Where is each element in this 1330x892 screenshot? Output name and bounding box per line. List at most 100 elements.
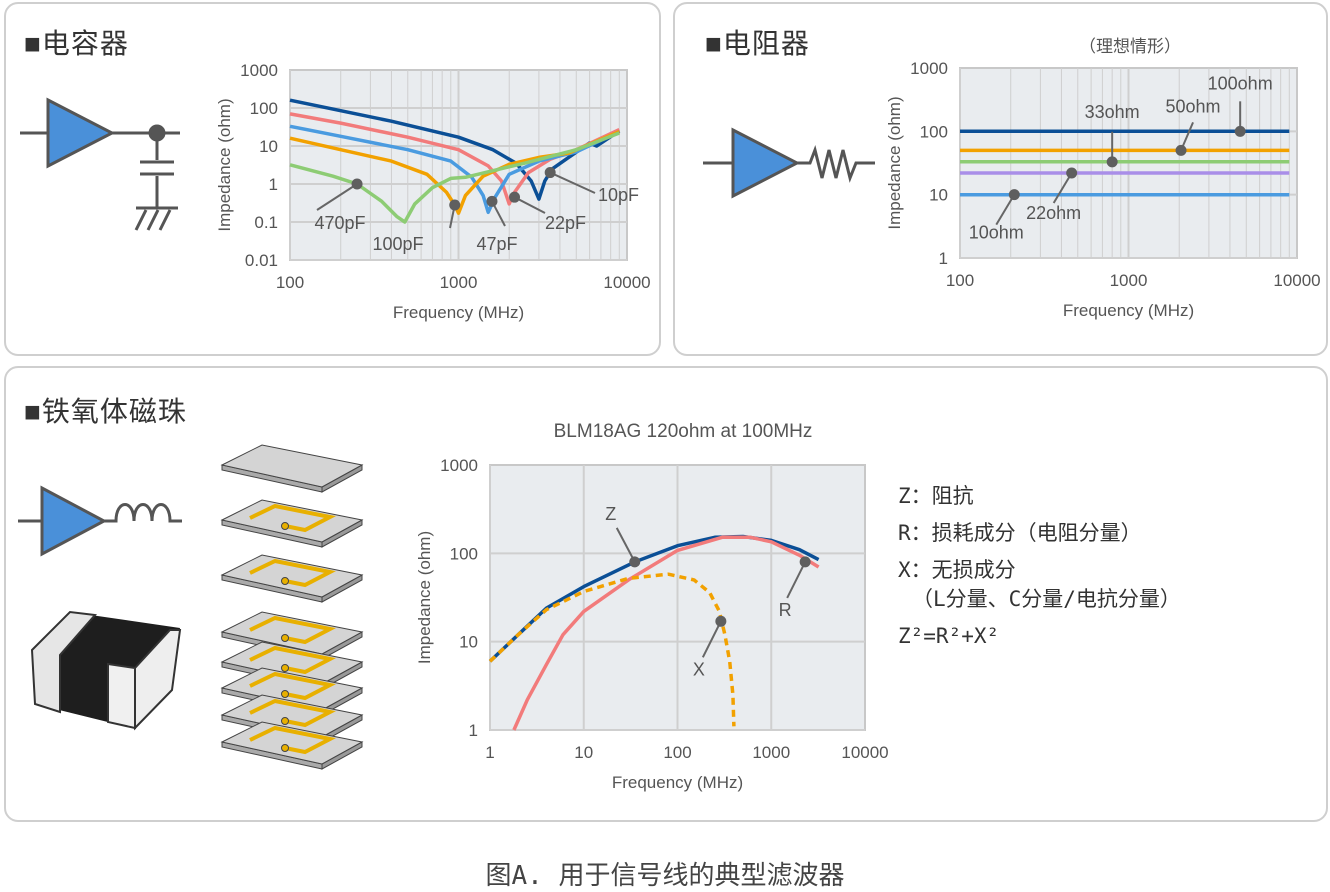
- layer-plate: [220, 721, 364, 765]
- legend-formula: Z²=R²+X²: [898, 624, 1000, 648]
- series-10ohm-label: 10ohm: [969, 223, 1024, 243]
- series-470pF-leader-line: [316, 183, 358, 211]
- via-pad: [281, 744, 289, 752]
- series-50ohm-label: 50ohm: [1166, 96, 1221, 116]
- x-axis-label: Frequency (MHz): [1063, 301, 1194, 320]
- y-tick-label: 10: [459, 633, 478, 652]
- conductor-trace: [249, 725, 336, 755]
- y-axis-label: Impedance (ohm): [215, 98, 234, 231]
- series-33ohm-label: 33ohm: [1085, 102, 1140, 122]
- layer-plate: [220, 499, 364, 543]
- x-tick-label: 10000: [1273, 271, 1320, 290]
- legend-x: X：无损成分: [898, 558, 1016, 582]
- series-470pF-marker: [351, 178, 363, 190]
- y-tick-label: 10: [259, 137, 278, 156]
- resistor-title: ■电阻器: [705, 28, 810, 59]
- via-pad: [281, 690, 289, 698]
- via-pad: [281, 664, 289, 672]
- chip-bead-image: [30, 610, 182, 731]
- x-tick-label: 10000: [841, 743, 888, 762]
- y-tick-label: 0.01: [245, 251, 278, 270]
- capacitor-circuit-illustration: [20, 97, 180, 231]
- series-22pF-marker: [509, 191, 521, 203]
- series-22pF-leader-line: [514, 196, 546, 214]
- series-100ohm-marker: [1234, 125, 1246, 137]
- ferrite-chart-title: BLM18AG 120ohm at 100MHz: [554, 421, 813, 442]
- via-pad: [281, 717, 289, 725]
- conductor-trace: [249, 645, 336, 675]
- conductor-trace: [249, 503, 336, 533]
- series-X-label: X: [693, 659, 705, 679]
- series-Z-marker: [629, 556, 641, 568]
- series-10ohm-marker: [1008, 189, 1020, 201]
- series-X-leader-line: [701, 620, 722, 658]
- ferrite-impedance-chart: 1 10 100 1000 10000 1 10 100 1000 Frequency (MHz)…: [415, 456, 889, 792]
- via-pad: [281, 634, 289, 642]
- y-tick-label: 1000: [440, 456, 478, 475]
- series-10pF-marker: [544, 167, 556, 179]
- conductor-trace: [249, 698, 336, 728]
- series-47pF-label: 47pF: [476, 234, 517, 254]
- x-tick-label: 10000: [603, 273, 650, 292]
- capacitor-title: ■电容器: [24, 28, 129, 59]
- series-R-leader-line: [786, 561, 807, 599]
- layer-plate: [220, 554, 364, 598]
- y-tick-label: 1000: [910, 59, 948, 78]
- y-tick-label: 100: [250, 99, 278, 118]
- series-22ohm-label: 22ohm: [1026, 203, 1081, 223]
- layer-plate: [220, 444, 364, 488]
- series-22pF-label: 22pF: [545, 213, 586, 233]
- series-100ohm-label: 100ohm: [1208, 73, 1273, 93]
- legend-z: Z：阻抗: [898, 484, 974, 508]
- layer-plate: [220, 611, 364, 655]
- y-tick-label: 1: [469, 721, 478, 740]
- series-Z-leader-line: [615, 527, 636, 563]
- y-tick-label: 0.1: [254, 213, 278, 232]
- x-axis-label: Frequency (MHz): [393, 303, 524, 322]
- series-33ohm-marker: [1106, 156, 1118, 168]
- series-22ohm-leader-line: [1052, 172, 1073, 204]
- conductor-trace: [249, 671, 336, 701]
- legend-x-detail: （L分量、C分量/电抗分量）: [912, 587, 1181, 611]
- multilayer-structure-illustration: [220, 444, 364, 770]
- resistor-circuit-illustration: [703, 127, 875, 199]
- series-R-label: R: [779, 600, 792, 620]
- conductor-trace: [249, 558, 336, 588]
- series-Z-label: Z: [605, 504, 616, 524]
- y-axis-label: Impedance (ohm): [885, 96, 904, 229]
- y-tick-label: 1: [939, 249, 948, 268]
- figure-caption: 图A. 用于信号线的典型滤波器: [485, 861, 845, 891]
- series-10pF-label: 10pF: [598, 185, 639, 205]
- y-tick-label: 10: [929, 186, 948, 205]
- x-tick-label: 1000: [440, 273, 478, 292]
- y-axis-label: Impedance (ohm): [415, 531, 434, 664]
- series-470pF-label: 470pF: [314, 213, 365, 233]
- series-X-line: [488, 572, 736, 727]
- series-100pF-line: [289, 129, 620, 215]
- y-tick-label: 100: [920, 122, 948, 141]
- via-pad: [281, 577, 289, 585]
- y-tick-label: 100: [450, 544, 478, 563]
- y-tick-label: 1: [269, 175, 278, 194]
- ferrite-legend: Z：阻抗 R：损耗成分（电阻分量） X：无损成分 （L分量、C分量/电抗分量） …: [898, 478, 1181, 655]
- x-tick-label: 1000: [752, 743, 790, 762]
- series-100pF-label: 100pF: [372, 234, 423, 254]
- via-pad: [281, 522, 289, 530]
- series-R-marker: [799, 556, 811, 568]
- ferrite-title: ■铁氧体磁珠: [24, 396, 187, 427]
- x-tick-label: 100: [663, 743, 691, 762]
- ferrite-circuit-illustration: [18, 485, 182, 557]
- resistor-impedance-chart: 100 1000 10000 1 10 100 1000 Frequency (MHz) Imp…: [885, 59, 1321, 320]
- series-X-marker: [715, 615, 727, 627]
- series-10ohm-leader-line: [995, 194, 1016, 226]
- x-tick-label: 1: [485, 743, 494, 762]
- capacitor-impedance-chart: 100 1000 10000 0.01 0.1 1 10 100 1000 Frequency (…: [215, 61, 651, 322]
- resistor-chart-subtitle: （理想情形）: [1079, 37, 1181, 56]
- series-R-line: [512, 535, 820, 731]
- x-tick-label: 100: [946, 271, 974, 290]
- series-47pF-marker: [486, 195, 498, 207]
- x-tick-label: 100: [276, 273, 304, 292]
- y-tick-label: 1000: [240, 61, 278, 80]
- series-100pF-marker: [449, 199, 461, 211]
